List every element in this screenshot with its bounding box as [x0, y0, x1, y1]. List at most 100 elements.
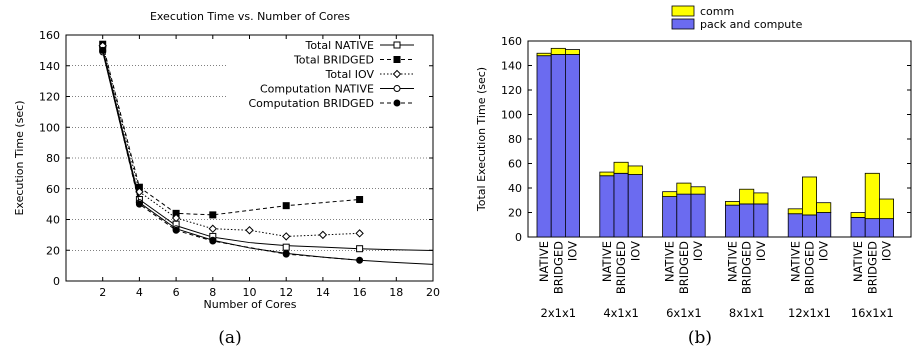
bar-label-iov: IOV	[566, 241, 580, 261]
bar-comm	[599, 171, 615, 177]
data-point-computation-bridged	[99, 46, 107, 54]
chart-a-x-tick-label: 2	[99, 286, 106, 299]
data-point-total-native	[356, 245, 364, 253]
bar-pack-and-compute	[613, 172, 629, 238]
bar-group-16x1x1	[850, 172, 895, 238]
bar-pack-and-compute	[850, 216, 866, 238]
bar-comm	[850, 212, 866, 218]
chart-a-x-tick-label: 20	[426, 286, 440, 299]
series-line-total-native	[102, 48, 434, 252]
bar-group-8x1x1	[725, 188, 769, 238]
bar-comm	[662, 191, 678, 197]
data-point-total-iov	[318, 230, 328, 240]
chart-a-x-ticks: 2 4 6 8 10 12 14 16 18 20	[99, 35, 440, 299]
bar-label-bridged: BRIDGED	[551, 241, 565, 294]
chart-a-x-tick-label: 12	[279, 286, 293, 299]
bar-comm	[753, 192, 769, 205]
bar-label-bridged: BRIDGED	[614, 241, 628, 294]
bar-comm	[550, 47, 566, 55]
chart-a-grid	[66, 65, 433, 251]
bar-comm	[879, 198, 895, 220]
series-computation-bridged	[99, 46, 364, 264]
bar-comm	[864, 172, 880, 220]
chart-b-y-tick-label: 60	[508, 158, 522, 171]
bar-comm	[725, 201, 741, 206]
chart-a-x-tick-label: 8	[209, 286, 216, 299]
chart-b-y-tick-label: 140	[501, 60, 522, 73]
bar-pack-and-compute	[676, 193, 692, 238]
chart-b-y-tick-label: 40	[508, 182, 522, 195]
data-point-total-bridged	[282, 202, 290, 210]
data-point-total-bridged	[356, 196, 364, 204]
chart-a-y-ticks: 0 20 40 60 80 100 120 140 160	[39, 29, 433, 288]
bar-comm	[536, 52, 552, 57]
bar-comm	[613, 161, 629, 174]
bar-label-native: NATIVE	[851, 241, 865, 282]
data-point-total-bridged	[209, 211, 217, 219]
legend-label-total-iov: Total IOV	[325, 68, 375, 81]
bar-pack-and-compute	[550, 54, 566, 238]
group-label: 6x1x1	[666, 306, 702, 320]
legend-marker-computation-bridged	[393, 99, 401, 107]
bar-comm	[816, 202, 832, 213]
chart-a-y-axis-label: Execution Time (sec)	[13, 100, 26, 215]
chart-a-series	[98, 40, 434, 265]
bar-label-iov: IOV	[628, 241, 642, 261]
legend-label-total-bridged: Total BRIDGED	[293, 54, 374, 67]
bar-pack-and-compute	[536, 55, 552, 238]
group-label: 8x1x1	[729, 306, 765, 320]
bar-pack-and-compute	[816, 212, 832, 238]
series-total-bridged	[99, 40, 364, 219]
group-label: 4x1x1	[603, 306, 639, 320]
group-label: 12x1x1	[788, 306, 831, 320]
legend-label-pack-and-compute: pack and compute	[700, 18, 803, 31]
bar-pack-and-compute	[787, 213, 803, 238]
chart-a-y-tick-label: 0	[53, 275, 60, 288]
bar-label-native: NATIVE	[600, 241, 614, 282]
chart-a-x-tick-label: 18	[389, 286, 403, 299]
series-line-total-bridged	[102, 44, 360, 216]
chart-a-y-tick-label: 20	[46, 244, 60, 257]
legend-marker-computation-native	[393, 85, 401, 92]
bar-label-native: NATIVE	[663, 241, 677, 282]
chart-b-y-tick-label: 160	[501, 35, 522, 48]
legend-label-computation-native: Computation NATIVE	[260, 83, 374, 96]
bar-group-12x1x1	[787, 176, 832, 238]
chart-b-y-tick-label: 20	[508, 207, 522, 220]
bar-comm	[565, 49, 581, 55]
series-line-total-iov	[102, 45, 360, 237]
data-point-computation-bridged	[282, 250, 290, 258]
chart-a-x-tick-label: 4	[136, 286, 143, 299]
chart-a-caption: (a)	[218, 328, 241, 348]
chart-a-y-tick-label: 120	[39, 91, 60, 104]
chart-a-title: Execution Time vs. Number of Cores	[150, 10, 350, 23]
bar-label-iov: IOV	[880, 241, 894, 261]
legend-swatch-pack-and-compute	[671, 18, 695, 30]
data-point-total-iov	[171, 213, 181, 223]
data-point-total-native	[282, 243, 290, 251]
data-point-computation-bridged	[209, 237, 217, 245]
chart-a-y-tick-label: 40	[46, 214, 60, 227]
bar-label-iov: IOV	[691, 241, 705, 261]
group-label: 2x1x1	[541, 306, 577, 320]
data-point-total-iov	[208, 224, 218, 233]
chart-b-bars	[536, 47, 895, 238]
data-point-computation-bridged	[135, 200, 143, 208]
chart-a-y-tick-label: 100	[39, 121, 60, 134]
group-label: 16x1x1	[851, 306, 894, 320]
bar-pack-and-compute	[739, 203, 755, 238]
data-point-total-iov	[355, 229, 364, 238]
bar-pack-and-compute	[753, 203, 769, 238]
chart-a: Execution Time vs. Number of Cores 0 20 40…	[13, 10, 440, 348]
bar-group-6x1x1	[662, 182, 706, 238]
chart-b-y-tick-label: 0	[515, 231, 522, 244]
bar-pack-and-compute	[864, 218, 880, 238]
chart-b-y-axis-label: Total Execution Time (sec)	[475, 67, 488, 212]
bar-label-bridged: BRIDGED	[677, 241, 691, 294]
chart-b-plot-frame	[527, 40, 912, 238]
data-point-computation-bridged	[172, 226, 180, 234]
bar-group-2x1x1	[536, 47, 581, 238]
